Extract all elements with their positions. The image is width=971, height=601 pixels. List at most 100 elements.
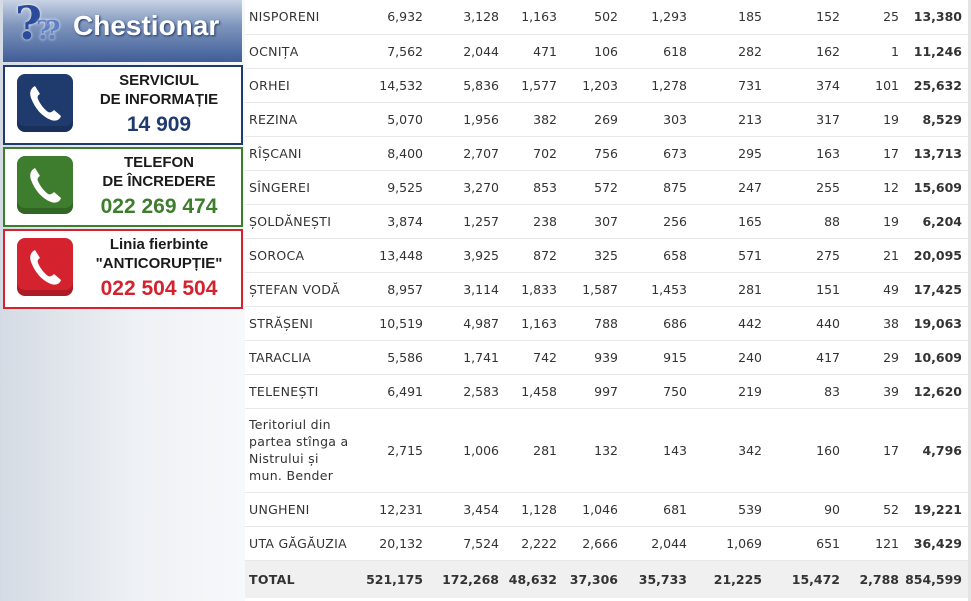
value-cell: 1,293 bbox=[624, 0, 693, 35]
value-cell: 572 bbox=[563, 170, 624, 205]
value-cell: 2,044 bbox=[624, 526, 693, 561]
value-cell: 571 bbox=[693, 238, 768, 273]
value-cell: 17 bbox=[846, 136, 905, 171]
value-cell: 48,632 bbox=[505, 560, 563, 598]
value-cell: 1,278 bbox=[624, 68, 693, 103]
value-cell: 88 bbox=[768, 204, 846, 239]
table-row: REZINA 5,070 1,956 382 269 303 213 317 19 8,529 bbox=[245, 102, 968, 137]
anticorruption-hotline[interactable]: Linia fierbinte "ANTICORUPȚIE" 022 504 5… bbox=[3, 229, 243, 309]
value-cell: 151 bbox=[768, 272, 846, 307]
value-cell: 37,306 bbox=[563, 560, 624, 598]
value-cell: 101 bbox=[846, 68, 905, 103]
value-cell: 8,400 bbox=[353, 136, 429, 171]
value-cell: 12 bbox=[846, 170, 905, 205]
value-cell: 25 bbox=[846, 0, 905, 35]
value-cell: 281 bbox=[693, 272, 768, 307]
value-cell: 750 bbox=[624, 374, 693, 409]
total-cell: 8,529 bbox=[905, 102, 968, 137]
total-cell: 36,429 bbox=[905, 526, 968, 561]
value-cell: 2,222 bbox=[505, 526, 563, 561]
total-row: TOTAL 521,175 172,268 48,632 37,306 35,733 21,… bbox=[245, 560, 968, 598]
total-cell: 6,204 bbox=[905, 204, 968, 239]
value-cell: 2,707 bbox=[429, 136, 505, 171]
table-row: SOROCA 13,448 3,925 872 325 658 571 275 21 20,095 bbox=[245, 238, 968, 273]
hotline-label: "ANTICORUPȚIE" bbox=[95, 255, 223, 272]
value-cell: 6,932 bbox=[353, 0, 429, 35]
value-cell: 20,132 bbox=[353, 526, 429, 561]
questionnaire-banner[interactable]: ??? Chestionar bbox=[3, 0, 242, 62]
district-name-cell: ORHEI bbox=[245, 68, 353, 103]
value-cell: 440 bbox=[768, 306, 846, 341]
value-cell: 238 bbox=[505, 204, 563, 239]
value-cell: 1,453 bbox=[624, 272, 693, 307]
table-body: NISPORENI 6,932 3,128 1,163 502 1,293 185 152 25… bbox=[245, 0, 968, 598]
value-cell: 6,491 bbox=[353, 374, 429, 409]
hotline-number: 14 909 bbox=[126, 113, 192, 136]
total-cell: 20,095 bbox=[905, 238, 968, 273]
hotline-label: TELEFON bbox=[124, 154, 194, 171]
value-cell: 143 bbox=[624, 408, 693, 493]
total-cell: 12,620 bbox=[905, 374, 968, 409]
value-cell: 1,741 bbox=[429, 340, 505, 375]
hotline-label: DE INFORMAȚIE bbox=[99, 91, 219, 108]
trust-phone-hotline[interactable]: TELEFON DE ÎNCREDERE 022 269 474 bbox=[3, 147, 243, 227]
hotline-label: Linia fierbinte bbox=[109, 236, 209, 253]
value-cell: 1,069 bbox=[693, 526, 768, 561]
value-cell: 19 bbox=[846, 204, 905, 239]
scrollbar[interactable] bbox=[968, 0, 971, 601]
total-cell: 19,063 bbox=[905, 306, 968, 341]
value-cell: 247 bbox=[693, 170, 768, 205]
value-cell: 303 bbox=[624, 102, 693, 137]
value-cell: 4,987 bbox=[429, 306, 505, 341]
total-cell: 4,796 bbox=[905, 408, 968, 493]
table-row: ORHEI 14,532 5,836 1,577 1,203 1,278 731 374 101… bbox=[245, 68, 968, 103]
value-cell: 14,532 bbox=[353, 68, 429, 103]
value-cell: 219 bbox=[693, 374, 768, 409]
info-service-hotline[interactable]: SERVICIUL DE INFORMAȚIE 14 909 bbox=[3, 65, 243, 145]
value-cell: 38 bbox=[846, 306, 905, 341]
value-cell: 255 bbox=[768, 170, 846, 205]
table-row: SÎNGEREI 9,525 3,270 853 572 875 247 255 12 15,60… bbox=[245, 170, 968, 205]
value-cell: 7,562 bbox=[353, 34, 429, 69]
total-cell: 854,599 bbox=[905, 560, 968, 598]
value-cell: 702 bbox=[505, 136, 563, 171]
value-cell: 275 bbox=[768, 238, 846, 273]
value-cell: 618 bbox=[624, 34, 693, 69]
value-cell: 17 bbox=[846, 408, 905, 493]
value-cell: 1,833 bbox=[505, 272, 563, 307]
value-cell: 21 bbox=[846, 238, 905, 273]
value-cell: 256 bbox=[624, 204, 693, 239]
value-cell: 132 bbox=[563, 408, 624, 493]
value-cell: 307 bbox=[563, 204, 624, 239]
value-cell: 7,524 bbox=[429, 526, 505, 561]
district-name-cell: TARACLIA bbox=[245, 340, 353, 375]
district-name-cell: RÎȘCANI bbox=[245, 136, 353, 171]
value-cell: 502 bbox=[563, 0, 624, 35]
value-cell: 281 bbox=[505, 408, 563, 493]
value-cell: 5,586 bbox=[353, 340, 429, 375]
value-cell: 15,472 bbox=[768, 560, 846, 598]
value-cell: 1,587 bbox=[563, 272, 624, 307]
value-cell: 1,956 bbox=[429, 102, 505, 137]
total-cell: 15,609 bbox=[905, 170, 968, 205]
value-cell: 49 bbox=[846, 272, 905, 307]
value-cell: 3,454 bbox=[429, 492, 505, 527]
value-cell: 471 bbox=[505, 34, 563, 69]
value-cell: 185 bbox=[693, 0, 768, 35]
value-cell: 1,046 bbox=[563, 492, 624, 527]
hotline-label: DE ÎNCREDERE bbox=[102, 173, 216, 190]
value-cell: 121 bbox=[846, 526, 905, 561]
value-cell: 742 bbox=[505, 340, 563, 375]
value-cell: 374 bbox=[768, 68, 846, 103]
district-name-cell: ȘTEFAN VODĂ bbox=[245, 272, 353, 307]
value-cell: 939 bbox=[563, 340, 624, 375]
value-cell: 681 bbox=[624, 492, 693, 527]
value-cell: 3,114 bbox=[429, 272, 505, 307]
district-name-cell: TOTAL bbox=[245, 560, 353, 598]
value-cell: 1,163 bbox=[505, 0, 563, 35]
phone-icon bbox=[17, 74, 73, 132]
total-cell: 13,380 bbox=[905, 0, 968, 35]
value-cell: 731 bbox=[693, 68, 768, 103]
value-cell: 417 bbox=[768, 340, 846, 375]
value-cell: 9,525 bbox=[353, 170, 429, 205]
